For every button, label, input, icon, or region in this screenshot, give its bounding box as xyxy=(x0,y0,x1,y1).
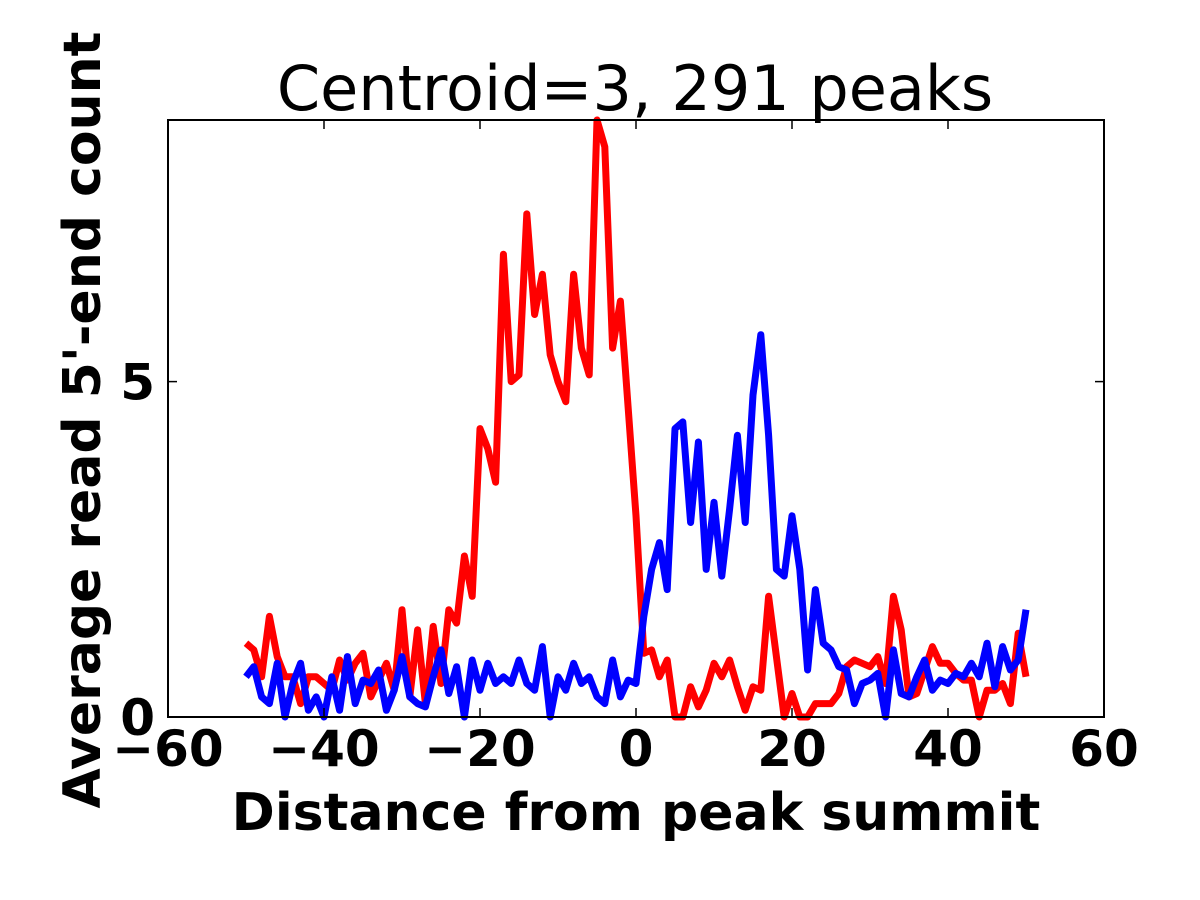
y-tick-label: 0 xyxy=(120,689,155,747)
chart-title: Centroid=3, 291 peaks xyxy=(277,52,993,125)
x-tick-label: 60 xyxy=(1069,720,1139,778)
x-axis-label: Distance from peak summit xyxy=(232,783,1041,843)
plot-frame xyxy=(167,119,1105,718)
series-line-1 xyxy=(243,116,1030,721)
x-tick-label: −40 xyxy=(268,720,379,778)
x-tick-label: −60 xyxy=(112,720,223,778)
x-tick-label: 20 xyxy=(757,720,827,778)
y-axis-label: Average read 5'-end count xyxy=(53,32,113,809)
series-layer xyxy=(243,116,1030,721)
x-tick-label: 40 xyxy=(913,720,983,778)
tick-layer: −60 −40 −20 0 20 40 60 0 5 xyxy=(112,120,1139,778)
series-line-2 xyxy=(243,331,1030,721)
y-tick-label: 5 xyxy=(120,354,155,412)
x-tick-label: 0 xyxy=(619,720,654,778)
x-tick-label: −20 xyxy=(424,720,535,778)
